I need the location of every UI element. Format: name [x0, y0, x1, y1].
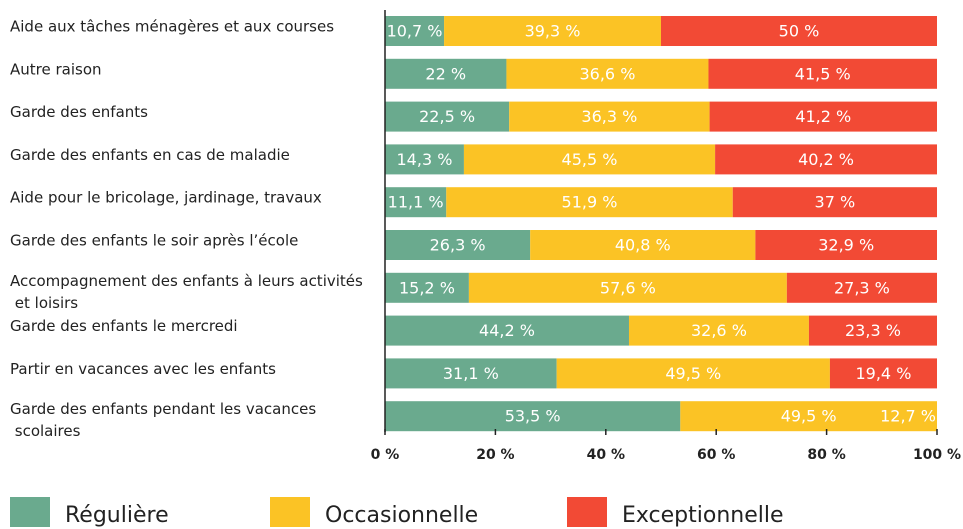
value-label: 26,3 %	[430, 236, 486, 255]
value-label: 45,5 %	[562, 150, 618, 169]
value-label: 37 %	[815, 193, 856, 212]
bar-segment	[786, 272, 937, 303]
bar-segment	[468, 272, 787, 303]
bar-segment	[556, 358, 830, 389]
bar-segment	[506, 58, 709, 89]
x-tick-label: 80 %	[807, 447, 845, 463]
value-label: 49,5 %	[665, 364, 721, 383]
bar-segment	[732, 187, 937, 218]
x-tick-label: 100 %	[913, 447, 961, 463]
x-tick-label: 40 %	[587, 447, 625, 463]
x-tick-label: 60 %	[697, 447, 735, 463]
value-label: 22,5 %	[419, 107, 475, 126]
value-label: 32,6 %	[691, 321, 747, 340]
category-label: Partir en vacances avec les enfants	[10, 360, 276, 378]
bar-segment	[385, 101, 510, 132]
value-label: 50 %	[779, 22, 820, 41]
bar-segment	[385, 272, 469, 303]
bar-segment	[708, 58, 937, 89]
bar-segment	[755, 230, 937, 260]
category-label: Accompagnement des enfants à leurs activ…	[10, 271, 363, 311]
bar-segment	[829, 358, 937, 389]
bar-segment	[661, 16, 937, 46]
category-label: Garde des enfants en cas de maladie	[10, 146, 290, 164]
plot-area	[385, 16, 963, 432]
legend-label: Régulière	[65, 503, 169, 528]
value-label: 53,5 %	[505, 407, 561, 426]
bar-segment	[715, 144, 937, 175]
value-label: 57,6 %	[600, 278, 656, 297]
value-label: 12,7 %	[880, 407, 936, 426]
category-label: Aide pour le bricolage, jardinage, trava…	[10, 189, 322, 207]
value-label: 19,4 %	[855, 364, 911, 383]
value-label: 32,9 %	[818, 236, 874, 255]
bar-segment	[385, 144, 464, 175]
bar-segment	[463, 144, 716, 175]
bar-segment	[709, 101, 937, 132]
value-label: 49,5 %	[781, 407, 837, 426]
legend-swatch	[270, 497, 310, 527]
bar-segment	[385, 230, 531, 260]
category-label: Garde des enfants le soir après l’école	[10, 232, 298, 250]
bar-segment	[385, 358, 557, 389]
value-label: 40,8 %	[615, 236, 671, 255]
bar-segment	[509, 101, 710, 132]
value-label: 22 %	[425, 64, 466, 83]
value-label: 40,2 %	[798, 150, 854, 169]
bar-segment	[954, 401, 963, 431]
value-label: 39,3 %	[525, 22, 581, 41]
bar-segment	[385, 401, 681, 432]
bar-segment	[680, 401, 937, 432]
bar-segment	[530, 230, 756, 260]
bar-segment	[385, 315, 629, 346]
value-label: 27,3 %	[834, 278, 890, 297]
x-tick-label: 20 %	[476, 447, 514, 463]
legend-swatch	[567, 497, 607, 527]
bar-segment	[808, 315, 937, 346]
category-label: Garde des enfants le mercredi	[10, 317, 238, 335]
bar-segment	[385, 187, 447, 218]
value-label: 36,6 %	[579, 64, 635, 83]
legend-label: Exceptionnelle	[622, 503, 784, 528]
value-label: 23,3 %	[845, 321, 901, 340]
category-label: Autre raison	[10, 60, 102, 78]
value-label: 51,9 %	[562, 193, 618, 212]
bar-segment	[385, 16, 445, 46]
category-label: Aide aux tâches ménagères et aux courses	[10, 18, 334, 36]
category-label: Garde des enfants pendant les vacances s…	[10, 400, 316, 440]
bar-segment	[446, 187, 733, 218]
legend-label: Occasionnelle	[325, 503, 478, 528]
x-tick-label: 0 %	[371, 447, 400, 463]
value-label: 41,5 %	[795, 64, 851, 83]
value-label: 10,7 %	[387, 22, 443, 41]
value-label: 44,2 %	[479, 321, 535, 340]
value-label: 11,1 %	[388, 193, 444, 212]
bar-segment	[385, 58, 507, 89]
bar-segment	[444, 16, 661, 46]
value-label: 36,3 %	[581, 107, 637, 126]
legend-swatch	[10, 497, 50, 527]
bar-segment	[628, 315, 809, 346]
value-label: 41,2 %	[795, 107, 851, 126]
value-label: 14,3 %	[397, 150, 453, 169]
category-label: Garde des enfants	[10, 103, 148, 121]
value-label: 31,1 %	[443, 364, 499, 383]
value-label: 15,2 %	[399, 278, 455, 297]
